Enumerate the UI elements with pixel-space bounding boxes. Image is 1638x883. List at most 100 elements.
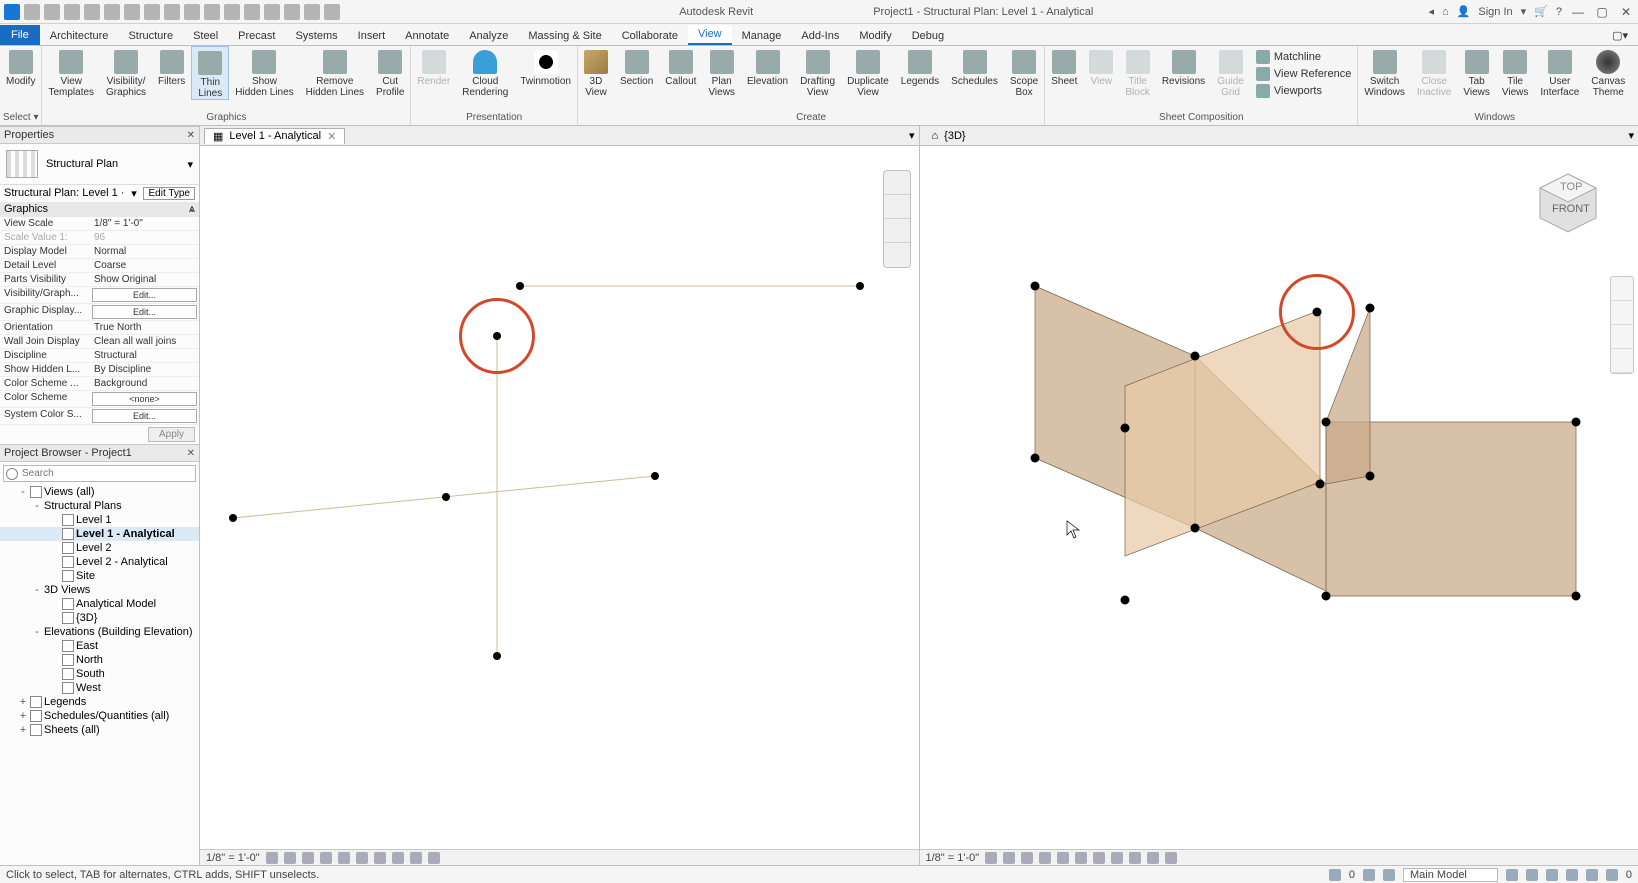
property-row[interactable]: Display ModelNormal [0,245,199,259]
unhide-icon[interactable] [1111,852,1123,864]
addins-icon[interactable]: ▾ [1521,5,1527,18]
reveal-icon[interactable] [410,852,422,864]
cart-icon[interactable]: 🛒 [1534,5,1548,18]
property-row[interactable]: Detail LevelCoarse [0,259,199,273]
scale-label[interactable]: 1/8" = 1'-0" [206,852,260,864]
temp-view-icon[interactable] [1129,852,1141,864]
thin-lines-button[interactable]: Thin Lines [191,46,229,100]
tab-systems[interactable]: Systems [285,27,347,45]
scope-box-button[interactable]: Scope Box [1004,46,1044,98]
property-row[interactable]: DisciplineStructural [0,349,199,363]
orbit-icon[interactable] [1611,349,1633,373]
select-dropdown[interactable]: Select ▾ [0,111,41,125]
tree-item[interactable]: -3D Views [0,583,199,597]
tree-item[interactable]: Level 1 - Analytical [0,527,199,541]
help-icon[interactable]: ? [1556,6,1562,18]
shadows-icon[interactable] [1039,852,1051,864]
tree-item[interactable]: Level 2 [0,541,199,555]
property-row[interactable]: Parts VisibilityShow Original [0,273,199,287]
tab-collaborate[interactable]: Collaborate [612,27,688,45]
zoom-icon[interactable] [1611,325,1633,349]
remove-hidden-button[interactable]: Remove Hidden Lines [300,46,370,98]
plan-view-canvas[interactable] [200,146,919,849]
zoom-icon[interactable] [884,219,910,243]
ribbon-collapse-icon[interactable]: ▢▾ [1602,26,1638,45]
browser-close-icon[interactable]: ✕ [187,448,195,459]
view-tab-3d[interactable]: ⌂ {3D} [924,129,974,143]
tree-item[interactable]: -Elevations (Building Elevation) [0,625,199,639]
reveal-icon[interactable] [1147,852,1159,864]
sign-in-link[interactable]: Sign In [1478,6,1512,18]
switch-win-icon[interactable] [324,4,340,20]
show-hidden-button[interactable]: Show Hidden Lines [229,46,299,98]
edit-type-button[interactable]: Edit Type [143,187,195,200]
sun-path-icon[interactable] [302,852,314,864]
twinmotion-button[interactable]: Twinmotion [514,46,577,87]
tree-item[interactable]: +Sheets (all) [0,723,199,737]
view-templates-button[interactable]: View Templates [42,46,100,98]
tree-item[interactable]: East [0,639,199,653]
elevation-button[interactable]: Elevation [741,46,794,87]
pan-icon[interactable] [884,195,910,219]
select-links-icon[interactable] [1506,869,1518,881]
modify-button[interactable]: Modify [0,46,41,87]
editable-only-icon[interactable] [1363,869,1375,881]
measure-icon[interactable] [144,4,160,20]
properties-close-icon[interactable]: ✕ [187,130,195,141]
close-button[interactable]: ✕ [1618,4,1634,20]
drafting-view-button[interactable]: Drafting View [794,46,841,98]
duplicate-view-button[interactable]: Duplicate View [841,46,895,98]
plan-views-button[interactable]: Plan Views [702,46,741,98]
callout-button[interactable]: Callout [659,46,702,87]
3d-view-canvas[interactable]: FRONT TOP [920,146,1638,849]
apply-button[interactable]: Apply [148,427,195,442]
property-row[interactable]: Wall Join DisplayClean all wall joins [0,335,199,349]
view-dropdown-icon[interactable]: ▾ [909,129,915,142]
visual-style-icon[interactable] [1003,852,1015,864]
tab-file[interactable]: File [0,25,40,45]
shadows-icon[interactable] [320,852,332,864]
property-row[interactable]: View Scale1/8" = 1'-0" [0,217,199,231]
tree-item[interactable]: -Structural Plans [0,499,199,513]
open-icon[interactable] [24,4,40,20]
visibility-graphics-button[interactable]: Visibility/ Graphics [100,46,152,98]
tab-view[interactable]: View [688,25,732,45]
switch-windows-button[interactable]: Switch Windows [1358,46,1411,98]
tree-item[interactable]: +Legends [0,695,199,709]
cut-profile-button[interactable]: Cut Profile [370,46,410,98]
tab-views-button[interactable]: Tab Views [1457,46,1496,98]
type-selector[interactable]: Structural Plan ▾ [0,144,199,185]
sun-path-icon[interactable] [1021,852,1033,864]
keyshot-icon[interactable]: ⌂ [1442,6,1449,18]
select-pinned-icon[interactable] [1546,869,1558,881]
design-options-icon[interactable] [1383,869,1395,881]
tab-manage[interactable]: Manage [732,27,792,45]
minimize-button[interactable]: — [1570,4,1586,20]
property-row[interactable]: System Color S...Edit... [0,408,199,425]
property-row[interactable]: Color Scheme ...Background [0,377,199,391]
property-section-graphics[interactable]: Graphics⩓ [0,202,199,217]
instance-selector[interactable]: Structural Plan: Level 1 · [4,187,124,200]
tab-debug[interactable]: Debug [902,27,954,45]
tag-icon[interactable] [204,4,220,20]
tab-analyze[interactable]: Analyze [459,27,518,45]
property-row[interactable]: Graphic Display...Edit... [0,304,199,321]
close-hidden-icon[interactable] [304,4,320,20]
visual-style-icon[interactable] [284,852,296,864]
select-underlay-icon[interactable] [1526,869,1538,881]
3dview-button[interactable]: 3D View [578,46,614,98]
tab-steel[interactable]: Steel [183,27,228,45]
crop-region-icon[interactable] [356,852,368,864]
tree-item[interactable]: West [0,681,199,695]
redo-icon[interactable] [104,4,120,20]
tree-item[interactable]: +Schedules/Quantities (all) [0,709,199,723]
section-button[interactable]: Section [614,46,659,87]
main-model-selector[interactable]: Main Model [1403,868,1498,882]
save-icon[interactable] [44,4,60,20]
select-face-icon[interactable] [1566,869,1578,881]
tab-structure[interactable]: Structure [118,27,183,45]
crop-view-icon[interactable] [1075,852,1087,864]
tree-item[interactable]: {3D} [0,611,199,625]
thin-lines-icon[interactable] [284,4,300,20]
tab-modify[interactable]: Modify [849,27,901,45]
